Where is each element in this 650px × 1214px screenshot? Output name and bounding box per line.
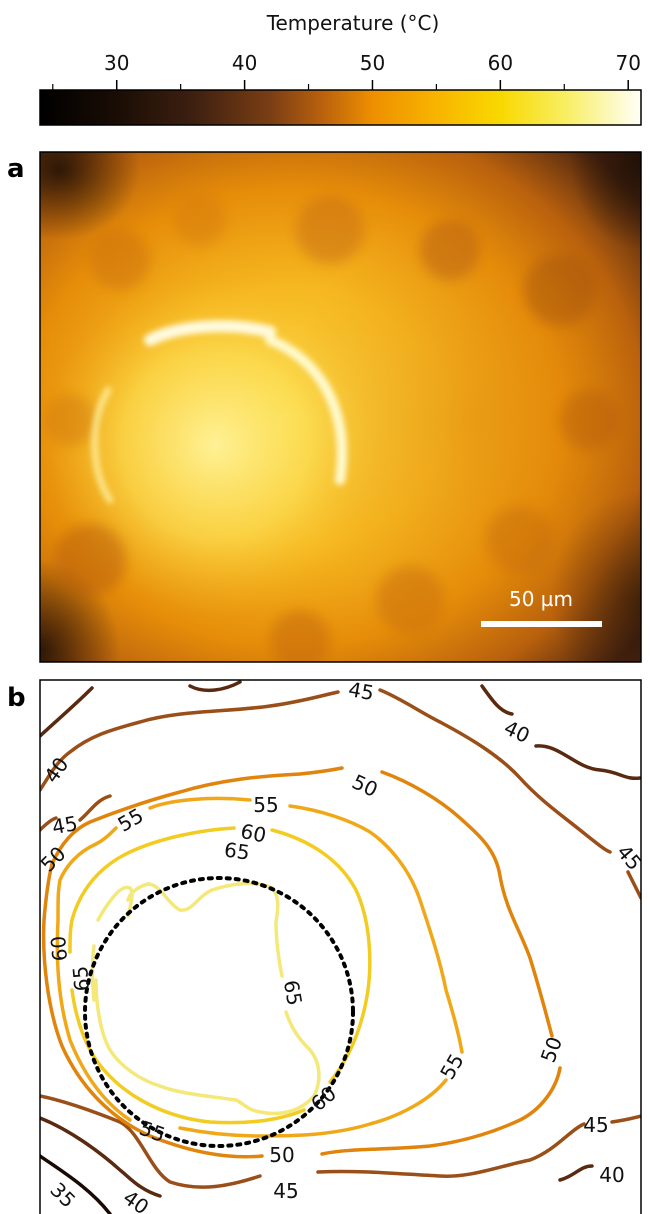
colorbar-tick-label: 60	[488, 51, 513, 75]
contour-60	[68, 826, 372, 1125]
contour-55	[55, 796, 464, 1138]
contour-65-inner	[94, 881, 321, 1116]
colorbar-bar	[39, 89, 642, 126]
panel-b-contour-plot: 40 45 40 50 45 50 55 55 60 65 45 60 65 6…	[40, 677, 641, 1214]
contour-label-50: 50	[269, 1143, 294, 1167]
panel-a-label: a	[7, 154, 25, 184]
contour-50	[41, 766, 562, 1159]
contour-40-bottom-right	[558, 1164, 594, 1182]
colorbar-tick-label: 40	[232, 51, 257, 75]
contour-label-65: 65	[223, 837, 252, 864]
colorbar-title: Temperature (°C)	[266, 11, 440, 35]
colorbar-tick-labels: 30 40 50 60 70	[104, 51, 641, 75]
colorbar-tick-label: 30	[104, 51, 129, 75]
contour-label-60: 60	[239, 819, 269, 848]
colorbar: Temperature (°C) 30 40 50 60 70	[39, 11, 642, 126]
contour-35	[40, 1154, 112, 1214]
contour-40-top-mid	[188, 680, 242, 693]
panel-b-label: b	[7, 683, 26, 713]
colorbar-tick-label: 50	[360, 51, 385, 75]
contour-40-bottom-left	[40, 1116, 162, 1198]
contour-40-top-right	[480, 684, 641, 781]
contour-label-45: 45	[583, 1113, 608, 1137]
contour-label-45: 45	[347, 677, 376, 705]
panel-b-frame	[39, 679, 642, 1214]
contour-40-top-left	[40, 686, 94, 738]
colorbar-tick-label: 70	[615, 51, 640, 75]
droplet-outline-dotted	[83, 876, 355, 1148]
contour-label-65: 65	[279, 978, 307, 1007]
contour-45-bottom	[40, 1094, 641, 1189]
colorbar-ticks	[52, 80, 629, 90]
contour-label-55: 55	[253, 793, 278, 817]
scale-bar-label: 50 µm	[509, 587, 573, 611]
panel-a-frame	[39, 151, 642, 663]
contour-label-45: 45	[50, 811, 79, 839]
contour-label-60: 60	[46, 935, 72, 962]
contour-label-45: 45	[273, 1179, 298, 1203]
contour-label-65: 65	[68, 965, 94, 992]
contour-45-left	[40, 794, 112, 832]
scale-bar	[481, 621, 602, 627]
contour-45-outer	[40, 688, 641, 900]
panel-a-heatmap: 50 µm	[40, 152, 641, 662]
contour-label-40: 40	[599, 1163, 624, 1187]
